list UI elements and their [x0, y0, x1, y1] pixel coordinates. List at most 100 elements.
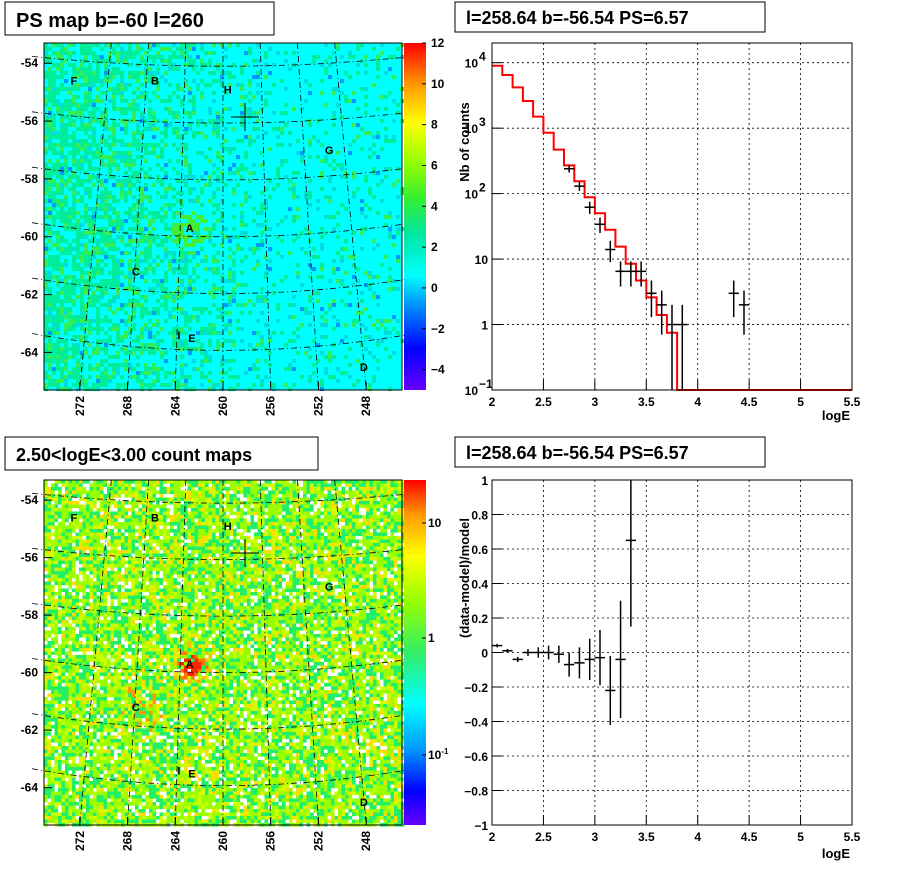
map-pixel	[252, 207, 257, 212]
map-pixel	[58, 497, 62, 502]
map-pixel	[116, 71, 121, 76]
map-pixel	[360, 127, 365, 132]
map-pixel	[232, 259, 237, 264]
map-pixel	[120, 191, 125, 196]
map-pixel	[254, 483, 258, 488]
map-pixel	[160, 383, 165, 388]
map-pixel	[75, 536, 80, 540]
map-pixel	[140, 47, 145, 52]
map-pixel	[328, 307, 333, 312]
map-pixel	[304, 195, 309, 200]
map-pixel	[336, 163, 341, 168]
map-pixel	[364, 63, 369, 68]
map-pixel	[288, 251, 293, 256]
map-pixel	[93, 494, 97, 498]
map-pixel	[376, 59, 381, 64]
map-pixel	[168, 107, 173, 112]
map-pixel	[156, 504, 160, 509]
map-pixel	[334, 490, 339, 495]
map-pixel	[44, 55, 49, 60]
map-pixel	[233, 546, 237, 551]
map-pixel	[201, 494, 206, 498]
map-pixel	[228, 247, 233, 252]
map-pixel	[345, 525, 349, 530]
map-pixel	[116, 183, 121, 188]
map-pixel	[188, 235, 193, 240]
map-pixel	[180, 532, 185, 537]
map-pixel	[240, 546, 244, 551]
map-pixel	[256, 119, 261, 124]
map-pixel	[116, 139, 121, 144]
map-pixel	[212, 291, 217, 296]
map-pixel	[108, 355, 113, 360]
map-pixel	[156, 299, 161, 304]
map-pixel	[68, 522, 73, 526]
map-pixel	[247, 497, 251, 502]
map-pixel	[44, 536, 48, 540]
map-pixel	[47, 497, 52, 502]
map-pixel	[61, 546, 66, 551]
map-pixel	[173, 518, 178, 523]
map-pixel	[184, 127, 189, 132]
map-pixel	[140, 343, 145, 348]
map-pixel	[228, 239, 233, 244]
spectrum-x-label: logE	[822, 408, 850, 423]
map-pixel	[220, 343, 225, 348]
map-pixel	[208, 311, 213, 316]
map-pixel	[192, 279, 197, 284]
map-pixel	[92, 251, 97, 256]
map-pixel	[222, 515, 227, 519]
map-pixel	[148, 367, 153, 372]
map-pixel	[252, 95, 257, 100]
map-pixel	[52, 299, 57, 304]
map-pixel	[96, 207, 101, 212]
map-pixel	[144, 311, 149, 316]
map-pixel	[152, 553, 157, 558]
map-pixel	[152, 211, 157, 216]
map-pixel	[296, 504, 300, 509]
map-pixel	[313, 480, 318, 484]
map-pixel	[52, 343, 57, 348]
map-pixel	[112, 51, 117, 56]
map-pixel	[160, 151, 165, 156]
map-pixel	[224, 139, 229, 144]
map-pixel	[65, 508, 69, 512]
map-pixel	[364, 347, 369, 352]
map-pixel	[188, 115, 193, 120]
map-pixel	[128, 508, 132, 512]
map-pixel	[156, 155, 161, 160]
map-pixel	[271, 490, 276, 495]
map-pixel	[131, 490, 136, 495]
map-pixel	[364, 71, 369, 76]
map-pixel	[228, 107, 233, 112]
map-pixel	[380, 539, 384, 544]
map-pixel	[299, 522, 304, 526]
map-pixel	[132, 143, 137, 148]
map-pixel	[285, 480, 290, 484]
map-pixel	[79, 497, 83, 502]
map-pixel	[332, 115, 337, 120]
map-pixel	[200, 247, 205, 252]
map-pixel	[47, 515, 52, 519]
map-pixel	[261, 494, 265, 498]
map-pixel	[306, 501, 311, 505]
map-pixel	[142, 483, 146, 488]
map-pixel	[310, 504, 314, 509]
map-pixel	[396, 227, 401, 232]
map-pixel	[341, 532, 346, 537]
map-pixel	[72, 203, 77, 208]
map-pixel	[212, 223, 217, 228]
map-pixel	[359, 546, 363, 551]
map-pixel	[388, 319, 393, 324]
map-pixel	[166, 536, 171, 540]
map-pixel	[180, 199, 185, 204]
map-pixel	[344, 355, 349, 360]
map-pixel	[108, 51, 113, 56]
map-pixel	[219, 508, 223, 512]
map-pixel	[220, 307, 225, 312]
map-pixel	[328, 359, 333, 364]
map-pixel	[348, 546, 353, 551]
map-pixel	[299, 515, 304, 519]
map-pixel	[60, 351, 65, 356]
map-pixel	[172, 187, 177, 192]
